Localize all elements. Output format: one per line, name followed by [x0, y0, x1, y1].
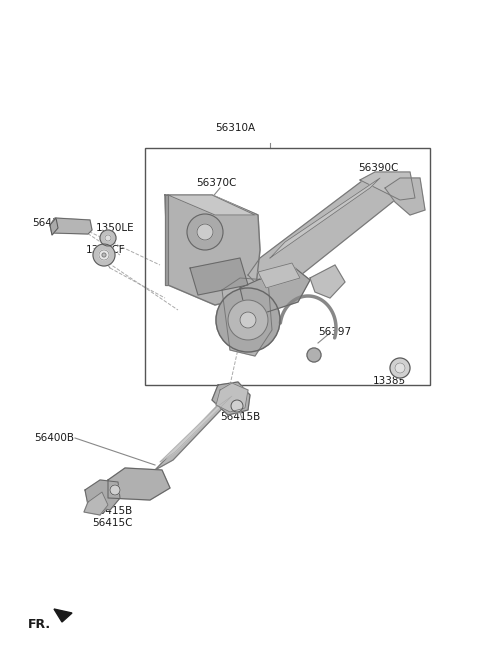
Polygon shape [50, 218, 58, 235]
Circle shape [110, 485, 120, 495]
Polygon shape [50, 218, 92, 234]
Text: 56370C: 56370C [196, 178, 236, 188]
Polygon shape [240, 268, 310, 315]
Circle shape [228, 300, 268, 340]
Circle shape [93, 244, 115, 266]
Circle shape [187, 214, 223, 250]
Bar [145, 148, 430, 385]
Circle shape [240, 312, 256, 328]
Circle shape [102, 253, 106, 257]
Text: 56415: 56415 [32, 218, 65, 228]
Polygon shape [190, 258, 248, 295]
Circle shape [105, 235, 111, 241]
Polygon shape [360, 172, 415, 200]
Polygon shape [54, 609, 72, 622]
Polygon shape [108, 468, 170, 500]
Polygon shape [168, 195, 255, 215]
Text: 56310A: 56310A [215, 123, 255, 133]
Circle shape [197, 224, 213, 240]
Circle shape [99, 250, 109, 260]
Circle shape [216, 288, 280, 352]
Text: 56415C: 56415C [92, 518, 132, 528]
Text: 56415B: 56415B [92, 506, 132, 516]
Text: 56397: 56397 [318, 327, 351, 337]
Text: 56415B: 56415B [220, 412, 260, 422]
Polygon shape [160, 396, 232, 462]
Polygon shape [155, 395, 235, 470]
Polygon shape [212, 382, 250, 415]
Circle shape [307, 348, 321, 362]
Polygon shape [165, 195, 260, 305]
Circle shape [231, 400, 243, 412]
Polygon shape [258, 263, 300, 288]
Circle shape [395, 363, 405, 373]
Polygon shape [270, 178, 380, 258]
Polygon shape [85, 480, 120, 510]
Polygon shape [84, 492, 108, 515]
Text: FR.: FR. [28, 618, 51, 631]
Polygon shape [165, 195, 168, 285]
Text: 13385: 13385 [373, 376, 406, 386]
Text: 1360CF: 1360CF [86, 245, 126, 255]
Polygon shape [222, 278, 272, 356]
Circle shape [100, 230, 116, 246]
Text: 56400B: 56400B [34, 433, 74, 443]
Text: 1350LE: 1350LE [96, 223, 134, 233]
Polygon shape [248, 173, 415, 290]
Polygon shape [310, 265, 345, 298]
Polygon shape [216, 383, 248, 412]
Circle shape [390, 358, 410, 378]
Polygon shape [385, 178, 425, 215]
Text: 56390C: 56390C [358, 163, 398, 173]
